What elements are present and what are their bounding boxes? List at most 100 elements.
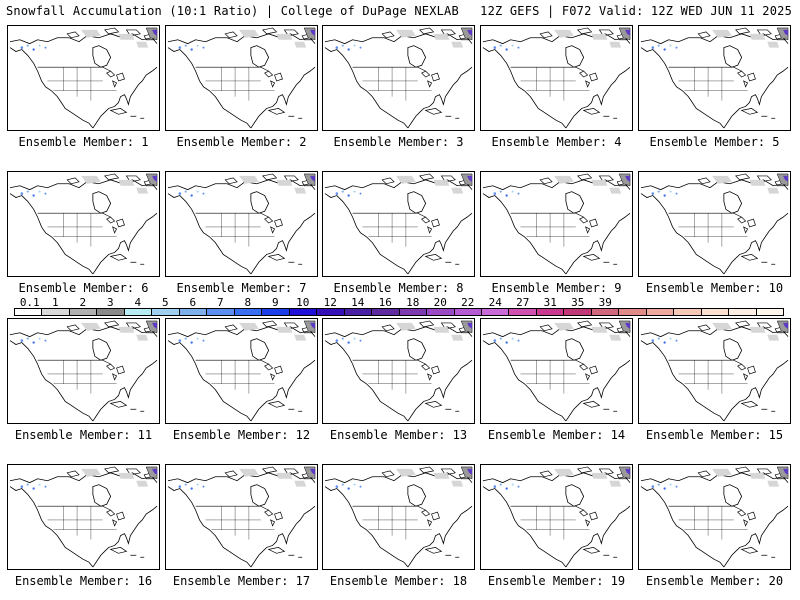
ensemble-member-map — [638, 464, 791, 570]
legend-color-swatch — [427, 309, 455, 315]
legend-color-swatch — [15, 309, 43, 315]
ensemble-member-label: Ensemble Member: 15 — [645, 428, 784, 442]
legend-color-swatch — [509, 309, 537, 315]
legend-tick-label: 22 — [461, 296, 475, 309]
legend-tick-label: 4 — [134, 296, 142, 309]
legend-color-swatch — [372, 309, 400, 315]
north-america-snowfall-map — [482, 27, 631, 129]
ensemble-member-label: Ensemble Member: 2 — [176, 135, 307, 149]
map-title: Snowfall Accumulation (10:1 Ratio) | Col… — [6, 4, 459, 18]
north-america-snowfall-map — [482, 320, 631, 422]
legend-tick-label: 2 — [79, 296, 87, 309]
north-america-snowfall-map — [640, 173, 789, 275]
legend-tick-label: 5 — [161, 296, 169, 309]
north-america-snowfall-map — [640, 466, 789, 568]
legend-tick-labels: 0.1 1 2 3 4 5 6 7 8 9 10 12 14 16 18 20 22 24 27 31 35 39 — [14, 296, 784, 309]
legend-color-swatch — [289, 309, 318, 315]
north-america-snowfall-map — [167, 320, 316, 422]
legend-color-swatch — [536, 309, 565, 315]
legend-color-swatch — [756, 309, 784, 315]
legend-color-swatch — [124, 309, 153, 315]
legend-color-swatch — [152, 309, 180, 315]
legend-tick-label: 20 — [433, 296, 447, 309]
ensemble-member-map — [480, 464, 633, 570]
snowfall-color-legend: 0.1 1 2 3 4 5 6 7 8 9 10 12 14 16 18 20 22 24 27 31 35 39 — [14, 296, 784, 318]
ensemble-member-map — [7, 25, 160, 131]
ensemble-member-map — [638, 318, 791, 424]
ensemble-member-map — [322, 464, 475, 570]
ensemble-member-label: Ensemble Member: 3 — [333, 135, 464, 149]
ensemble-member-map — [7, 464, 160, 570]
legend-color-swatch — [97, 309, 125, 315]
north-america-snowfall-map — [640, 27, 789, 129]
ensemble-member-label: Ensemble Member: 7 — [176, 281, 307, 295]
north-america-snowfall-map — [482, 173, 631, 275]
ensemble-member-map — [322, 318, 475, 424]
legend-tick-label: 18 — [406, 296, 420, 309]
ensemble-member-label: Ensemble Member: 12 — [172, 428, 311, 442]
legend-tick-label: 27 — [516, 296, 530, 309]
ensemble-member-map — [638, 171, 791, 277]
ensemble-member-map — [322, 25, 475, 131]
legend-tick-label: 1 — [51, 296, 59, 309]
north-america-snowfall-map — [9, 173, 158, 275]
ensemble-member-map — [7, 171, 160, 277]
ensemble-member-label: Ensemble Member: 19 — [487, 574, 626, 588]
ensemble-member-map — [165, 25, 318, 131]
ensemble-member-map — [322, 171, 475, 277]
ensemble-member-map — [480, 318, 633, 424]
ensemble-member-map — [165, 171, 318, 277]
ensemble-member-label: Ensemble Member: 10 — [645, 281, 784, 295]
north-america-snowfall-map — [167, 466, 316, 568]
legend-color-swatch — [69, 309, 98, 315]
north-america-snowfall-map — [482, 466, 631, 568]
legend-color-swatch — [179, 309, 208, 315]
ensemble-member-map — [7, 318, 160, 424]
legend-color-bar — [14, 308, 784, 316]
legend-tick-label: 12 — [323, 296, 337, 309]
legend-color-swatch — [564, 309, 592, 315]
legend-color-swatch — [454, 309, 482, 315]
ensemble-member-label: Ensemble Member: 5 — [649, 135, 780, 149]
north-america-snowfall-map — [9, 466, 158, 568]
ensemble-member-label: Ensemble Member: 9 — [491, 281, 622, 295]
legend-color-swatch — [729, 309, 757, 315]
ensemble-member-label: Ensemble Member: 1 — [18, 135, 149, 149]
legend-color-swatch — [207, 309, 235, 315]
legend-color-swatch — [481, 309, 510, 315]
north-america-snowfall-map — [324, 173, 473, 275]
ensemble-member-label: Ensemble Member: 8 — [333, 281, 464, 295]
legend-tick-label: 39 — [598, 296, 612, 309]
legend-color-swatch — [701, 309, 730, 315]
ensemble-member-label: Ensemble Member: 11 — [14, 428, 153, 442]
legend-color-swatch — [674, 309, 702, 315]
ensemble-member-map — [165, 464, 318, 570]
ensemble-member-map — [480, 171, 633, 277]
ensemble-member-map — [638, 25, 791, 131]
north-america-snowfall-map — [324, 320, 473, 422]
legend-color-swatch — [42, 309, 70, 315]
legend-tick-label: 0.1 — [19, 296, 40, 309]
ensemble-member-map — [480, 25, 633, 131]
ensemble-member-map — [165, 318, 318, 424]
north-america-snowfall-map — [324, 27, 473, 129]
legend-color-swatch — [344, 309, 373, 315]
north-america-snowfall-map — [167, 27, 316, 129]
legend-color-swatch — [234, 309, 263, 315]
north-america-snowfall-map — [640, 320, 789, 422]
legend-tick-label: 9 — [271, 296, 279, 309]
ensemble-member-label: Ensemble Member: 17 — [172, 574, 311, 588]
ensemble-member-label: Ensemble Member: 6 — [18, 281, 149, 295]
ensemble-member-label: Ensemble Member: 16 — [14, 574, 153, 588]
ensemble-member-label: Ensemble Member: 20 — [645, 574, 784, 588]
legend-tick-label: 8 — [244, 296, 252, 309]
model-run-info: 12Z GEFS | F072 Valid: 12Z WED JUN 11 20… — [480, 4, 792, 18]
legend-color-swatch — [317, 309, 345, 315]
legend-tick-label: 14 — [351, 296, 365, 309]
north-america-snowfall-map — [9, 27, 158, 129]
legend-color-swatch — [646, 309, 675, 315]
north-america-snowfall-map — [167, 173, 316, 275]
legend-tick-label: 35 — [571, 296, 585, 309]
legend-color-swatch — [262, 309, 290, 315]
legend-tick-label: 16 — [378, 296, 392, 309]
